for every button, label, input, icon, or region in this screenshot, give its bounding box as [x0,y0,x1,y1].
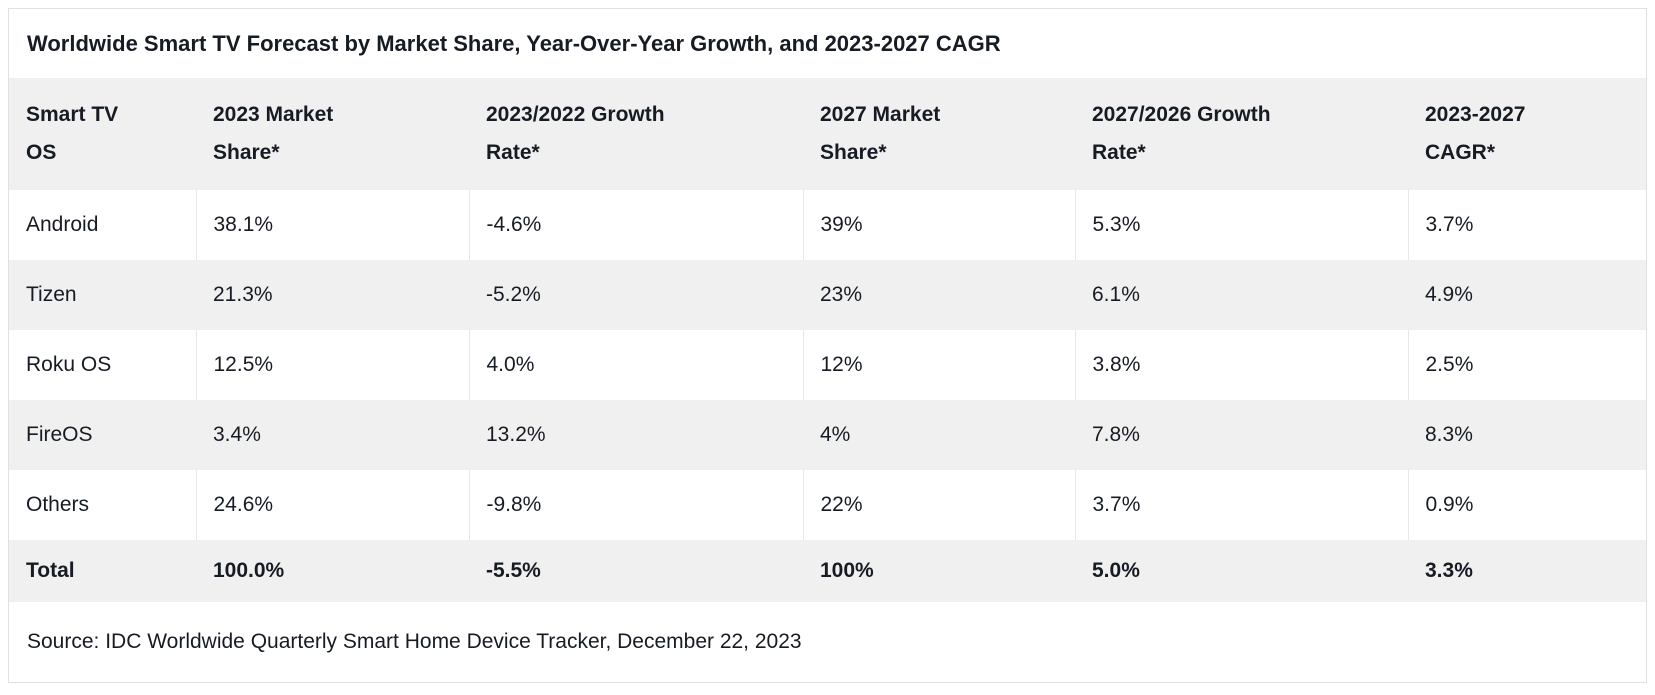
os-name-cell: FireOS [26,423,93,446]
value-cell: 4.0% [469,330,804,400]
os-name-cell: Android [9,190,197,260]
total-value-cell: 100% [820,559,874,582]
value-cell: 3.4% [213,423,261,446]
column-header-0: Smart TV OS [26,103,119,164]
table-header: Smart TV OS 2023 Market Share* 2023/2022 G… [9,78,1646,190]
table-row: Tizen 21.3% -5.2% 23% 6.1% 4.9% [9,260,1646,330]
os-name-cell: Roku OS [9,330,197,400]
total-row: Total 100.0% -5.5% 100% 5.0% 3.3% [9,540,1646,602]
column-header-4: 2027/2026 Growth Rate* [1092,103,1271,164]
total-value-cell: 100.0% [213,559,285,582]
value-cell: -4.6% [469,190,804,260]
value-cell: 5.3% [1075,190,1409,260]
os-name-cell: Tizen [26,283,77,306]
table-row: Others 24.6% -9.8% 22% 3.7% 0.9% [9,470,1646,540]
value-cell: 12% [803,330,1076,400]
value-cell: 21.3% [213,283,273,306]
total-value-cell: 3.3% [1425,559,1473,582]
column-header-2: 2023/2022 Growth Rate* [486,103,665,164]
value-cell: 39% [803,190,1076,260]
column-header-1: 2023 Market Share* [213,103,334,164]
total-label-cell: Total [26,559,75,582]
value-cell: 38.1% [196,190,470,260]
value-cell: 3.7% [1075,470,1409,540]
column-header-5: 2023-2027 CAGR* [1425,103,1526,164]
forecast-table-card: Worldwide Smart TV Forecast by Market Sh… [8,8,1647,683]
value-cell: 7.8% [1092,423,1140,446]
value-cell: 2.5% [1425,353,1474,376]
value-cell: 0.9% [1425,493,1474,516]
os-name-cell: Others [9,470,197,540]
header-row: Smart TV OS 2023 Market Share* 2023/2022 G… [9,78,1646,190]
table-source: Source: IDC Worldwide Quarterly Smart Ho… [9,602,1646,682]
value-cell: -5.2% [486,283,541,306]
total-value-cell: 5.0% [1092,559,1140,582]
value-cell: 3.7% [1425,213,1474,236]
value-cell: -9.8% [469,470,804,540]
value-cell: 23% [820,283,863,306]
table-row: FireOS 3.4% 13.2% 4% 7.8% 8.3% [9,400,1646,470]
forecast-table: Smart TV OS 2023 Market Share* 2023/2022 G… [9,78,1646,602]
value-cell: 4.9% [1425,283,1473,306]
table-body: Android 38.1% -4.6% 39% 5.3% 3.7% Tizen 21.3% -5… [9,190,1646,602]
value-cell: 6.1% [1092,283,1140,306]
value-cell: 8.3% [1425,423,1473,446]
table-row: Roku OS 12.5% 4.0% 12% 3.8% 2.5% [9,330,1646,400]
value-cell: 22% [803,470,1076,540]
value-cell: 24.6% [196,470,470,540]
value-cell: 4% [820,423,851,446]
value-cell: 13.2% [486,423,546,446]
total-value-cell: -5.5% [486,559,541,582]
table-title: Worldwide Smart TV Forecast by Market Sh… [9,9,1646,78]
column-header-3: 2027 Market Share* [820,103,941,164]
value-cell: 3.8% [1075,330,1409,400]
table-row: Android 38.1% -4.6% 39% 5.3% 3.7% [9,190,1646,260]
value-cell: 12.5% [196,330,470,400]
